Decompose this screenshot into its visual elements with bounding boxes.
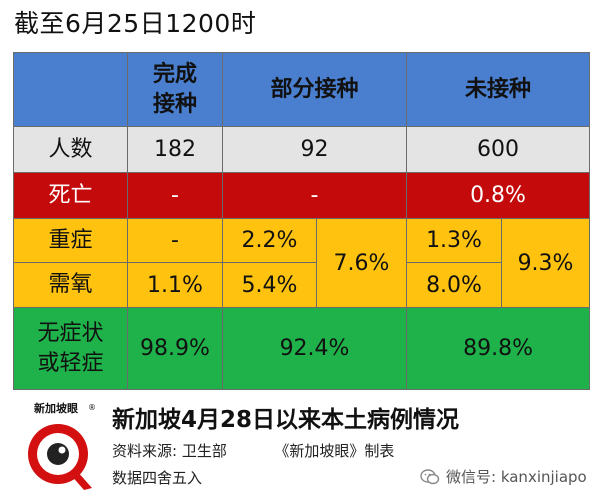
count-partial: 92: [221, 126, 408, 173]
label-count: 人数: [13, 126, 128, 173]
logo-mark: ®: [88, 403, 96, 412]
oxygen-unvax: 8.0%: [406, 262, 503, 308]
death-full: -: [127, 172, 223, 219]
label-mild-line1: 无症状: [37, 320, 104, 346]
wechat-icon: [420, 468, 440, 484]
footer-title: 新加坡4月28日以来本土病例情况: [112, 407, 460, 433]
wechat-id: 微信号: kanxinjiapo: [420, 466, 587, 487]
count-full: 182: [127, 126, 223, 173]
oxygen-partial: 5.4%: [222, 262, 317, 308]
label-severe: 重症: [13, 218, 128, 263]
wechat-label: 微信号: kanxinjiapo: [446, 468, 587, 486]
rounding-note: 数据四舍五入: [112, 469, 203, 487]
header-unvax: 未接种: [406, 52, 591, 127]
header-full-line1: 完成: [152, 61, 197, 87]
brand-logo: 新加坡眼 ®: [18, 398, 102, 494]
label-mild-line2: 或轻症: [37, 350, 104, 376]
header-full-line2: 接种: [152, 91, 197, 117]
severe-full: -: [127, 218, 223, 263]
page-title: 截至6月25日1200时: [14, 9, 257, 38]
mild-full: 98.9%: [127, 307, 223, 390]
corner-cell: [13, 52, 128, 127]
label-death: 死亡: [13, 172, 128, 219]
logo-text: 新加坡眼: [34, 401, 78, 415]
severe-unvax: 1.3%: [406, 218, 503, 263]
label-mild: 无症状 或轻症: [13, 307, 128, 390]
footer-source: 资料来源: 卫生部 《新加坡眼》制表: [112, 440, 394, 461]
source-label: 资料来源:: [112, 442, 178, 460]
maker-credit: 《新加坡眼》制表: [274, 442, 395, 460]
label-oxygen: 需氧: [13, 262, 128, 308]
death-unvax: 0.8%: [406, 172, 591, 219]
merged-unvax-severe-oxygen: 9.3%: [501, 218, 591, 308]
severe-partial: 2.2%: [222, 218, 317, 263]
header-partial: 部分接种: [221, 52, 408, 127]
oxygen-full: 1.1%: [127, 262, 223, 308]
count-unvax: 600: [406, 126, 591, 173]
header-full: 完成 接种: [127, 52, 223, 127]
mild-unvax: 89.8%: [406, 307, 591, 390]
merged-partial-severe-oxygen: 7.6%: [315, 218, 408, 308]
mild-partial: 92.4%: [221, 307, 408, 390]
source-value: 卫生部: [181, 442, 227, 460]
death-partial: -: [221, 172, 408, 219]
vaccination-table: 完成 接种 部分接种 未接种 人数 182 92 600 死亡 - - 0.8%…: [13, 52, 591, 390]
